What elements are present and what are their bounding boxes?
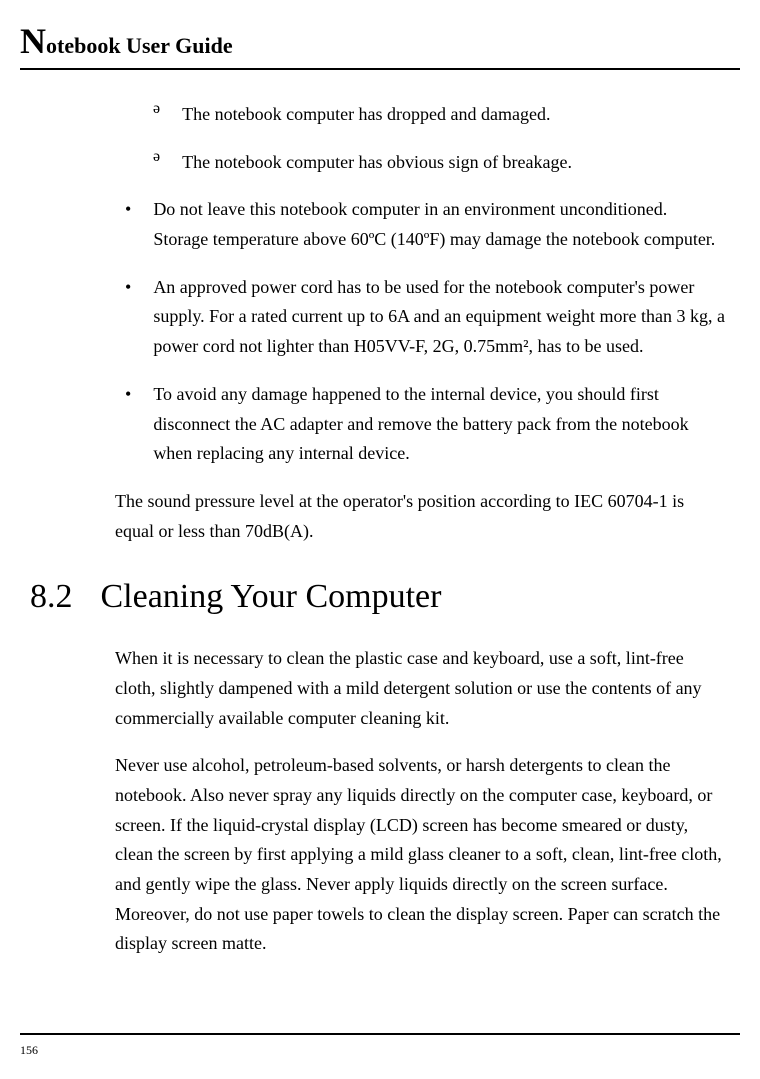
section-title: Cleaning Your Computer [101,578,442,616]
section-number: 8.2 [30,578,73,616]
bullet-marker: • [125,195,131,254]
page-content: ə The notebook computer has dropped and … [20,100,740,959]
paragraph: Never use alcohol, petroleum-based solve… [115,751,725,959]
sub-bullet-text: The notebook computer has obvious sign o… [182,148,572,178]
page-header: Notebook User Guide [20,20,740,70]
header-rest: otebook User Guide [46,33,233,58]
bullet-item: • Do not leave this notebook computer in… [125,195,725,254]
bullet-marker: • [125,380,131,469]
paragraph: When it is necessary to clean the plasti… [115,644,725,733]
bullet-item: • An approved power cord has to be used … [125,273,725,362]
sub-bullet-marker: ə [153,148,160,178]
section-heading: 8.2 Cleaning Your Computer [30,578,725,616]
bullet-text: Do not leave this notebook computer in a… [153,195,725,254]
bullet-item: • To avoid any damage happened to the in… [125,380,725,469]
sub-bullet-item: ə The notebook computer has obvious sign… [153,148,725,178]
page-footer: 156 [20,1033,740,1059]
sub-bullet-item: ə The notebook computer has dropped and … [153,100,725,130]
bullet-text: To avoid any damage happened to the inte… [153,380,725,469]
sub-bullet-text: The notebook computer has dropped and da… [182,100,550,130]
paragraph: The sound pressure level at the operator… [115,487,725,546]
sub-bullet-marker: ə [153,100,160,130]
header-drop-cap: N [20,21,46,61]
header-title: Notebook User Guide [20,33,233,58]
bullet-marker: • [125,273,131,362]
page-number: 156 [20,1043,38,1057]
bullet-text: An approved power cord has to be used fo… [153,273,725,362]
